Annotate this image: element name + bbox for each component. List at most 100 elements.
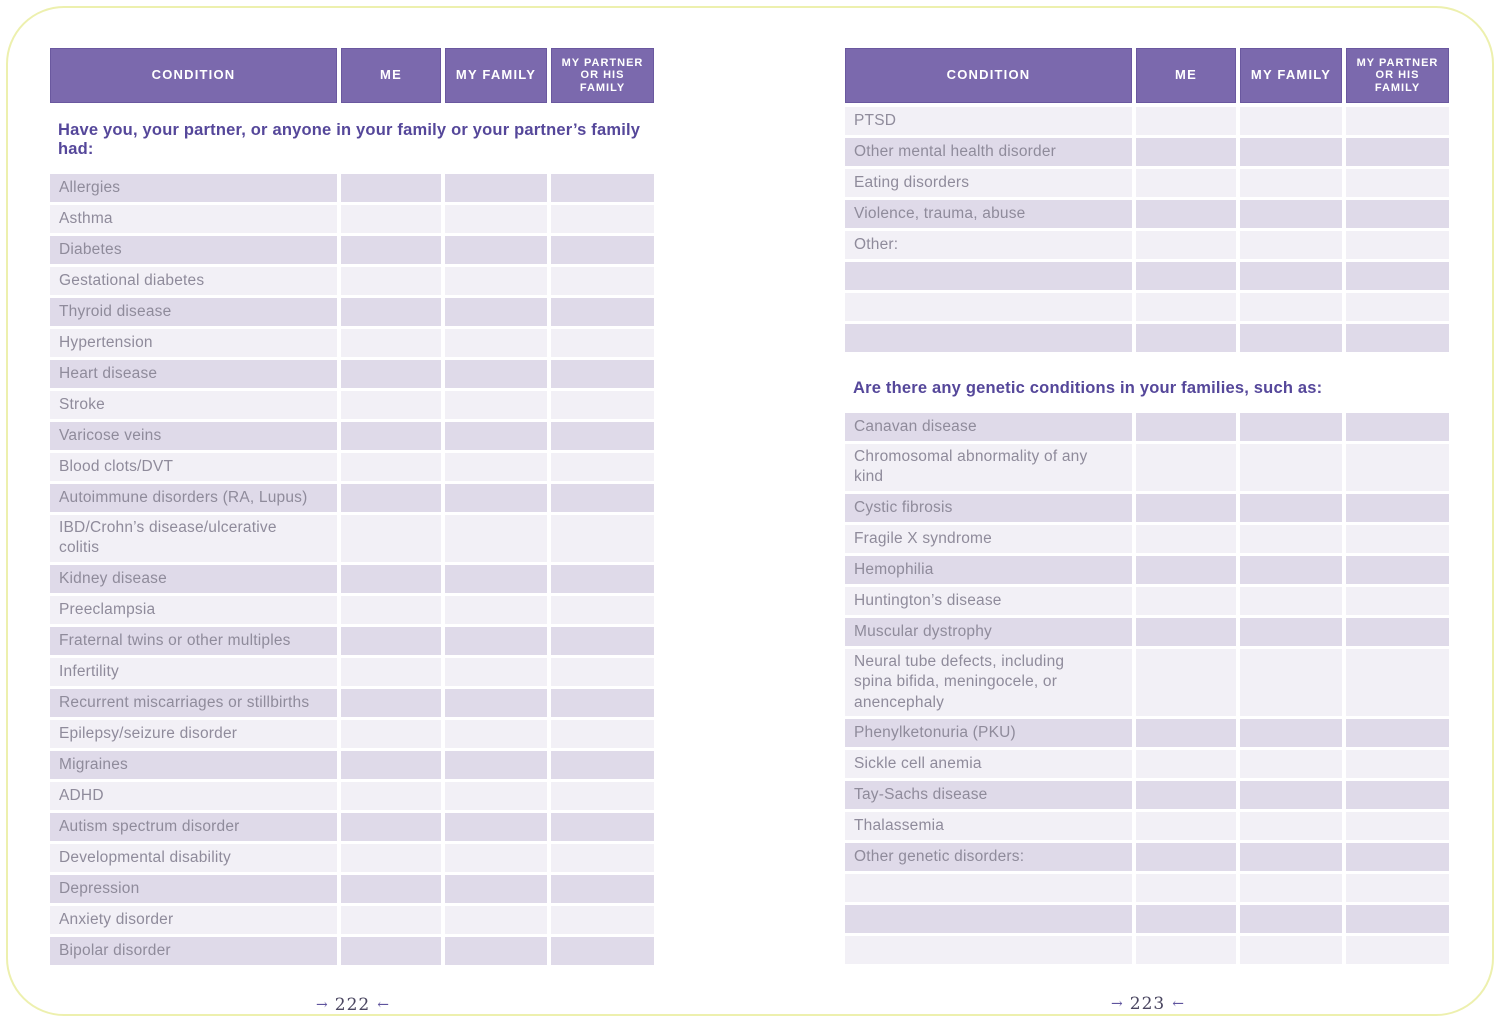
answer-cell bbox=[1346, 812, 1449, 841]
answer-cell bbox=[1346, 719, 1449, 748]
answer-cell bbox=[1240, 586, 1342, 615]
answer-cell bbox=[1240, 169, 1342, 197]
condition-label: Asthma bbox=[50, 205, 337, 233]
answer-cell bbox=[341, 843, 441, 872]
answer-cell bbox=[1346, 874, 1449, 903]
book-page-left: CONDITION ME MY FAMILY MY PARTNER OR HIS… bbox=[50, 48, 655, 1015]
table-row: Hypertension bbox=[50, 329, 655, 357]
condition-label: Preeclampsia bbox=[50, 595, 337, 624]
answer-cell bbox=[445, 812, 547, 841]
answer-cell bbox=[341, 174, 441, 202]
answer-cell bbox=[1240, 231, 1342, 259]
answer-cell bbox=[1240, 617, 1342, 646]
table-row: Hemophilia bbox=[845, 555, 1450, 584]
answer-cell bbox=[551, 267, 654, 295]
table-row: Fraternal twins or other multiples bbox=[50, 626, 655, 655]
answer-cell bbox=[1240, 781, 1342, 810]
table-row: Chromosomal abnormality of any kind bbox=[845, 444, 1450, 491]
answer-cell bbox=[445, 236, 547, 264]
answer-cell bbox=[341, 515, 441, 562]
answer-cell bbox=[341, 595, 441, 624]
arrow-right-icon: → bbox=[1111, 996, 1123, 1013]
answer-cell bbox=[1240, 493, 1342, 522]
answer-cell bbox=[1136, 493, 1236, 522]
table-row: Depression bbox=[50, 874, 655, 903]
table-row: Thalassemia bbox=[845, 812, 1450, 841]
answer-cell bbox=[551, 174, 654, 202]
answer-cell bbox=[445, 564, 547, 593]
condition-label bbox=[845, 293, 1132, 321]
table-row: Infertility bbox=[50, 657, 655, 686]
table-row: Kidney disease bbox=[50, 564, 655, 593]
answer-cell bbox=[341, 484, 441, 512]
arrow-left-icon: ← bbox=[377, 996, 389, 1013]
condition-label: Huntington’s disease bbox=[845, 586, 1132, 615]
answer-cell bbox=[1346, 905, 1449, 934]
answer-cell bbox=[551, 484, 654, 512]
condition-label: Depression bbox=[50, 874, 337, 903]
table-row bbox=[845, 262, 1450, 290]
condition-label: Chromosomal abnormality of any kind bbox=[845, 444, 1132, 491]
answer-cell bbox=[1240, 200, 1342, 228]
table-row bbox=[845, 936, 1450, 965]
condition-label: Fraternal twins or other multiples bbox=[50, 626, 337, 655]
answer-cell bbox=[341, 750, 441, 779]
answer-cell bbox=[445, 688, 547, 717]
answer-cell bbox=[551, 719, 654, 748]
answer-cell bbox=[445, 391, 547, 419]
answer-cell bbox=[1346, 750, 1449, 779]
arrow-right-icon: → bbox=[316, 996, 328, 1013]
answer-cell bbox=[1240, 936, 1342, 965]
answer-cell bbox=[1240, 324, 1342, 352]
answer-cell bbox=[341, 812, 441, 841]
table-row bbox=[845, 874, 1450, 903]
answer-cell bbox=[1346, 413, 1449, 441]
answer-cell bbox=[1136, 413, 1236, 441]
answer-cell bbox=[551, 453, 654, 481]
table-row: Anxiety disorder bbox=[50, 905, 655, 934]
table-row: PTSD bbox=[845, 107, 1450, 135]
question-family-history: Have you, your partner, or anyone in you… bbox=[58, 121, 641, 158]
answer-cell bbox=[445, 595, 547, 624]
answer-cell bbox=[1136, 874, 1236, 903]
answer-cell bbox=[1346, 200, 1449, 228]
answer-cell bbox=[1346, 324, 1449, 352]
condition-label: Varicose veins bbox=[50, 422, 337, 450]
answer-cell bbox=[551, 781, 654, 810]
answer-cell bbox=[551, 422, 654, 450]
answer-cell bbox=[1136, 750, 1236, 779]
page-footer-left: → 222 ← bbox=[50, 995, 655, 1015]
answer-cell bbox=[341, 236, 441, 264]
answer-cell bbox=[445, 484, 547, 512]
answer-cell bbox=[1240, 444, 1342, 491]
answer-cell bbox=[1136, 107, 1236, 135]
condition-label: Diabetes bbox=[50, 236, 337, 264]
answer-cell bbox=[341, 564, 441, 593]
condition-label: IBD/Crohn’s disease/ulcerative colitis bbox=[50, 515, 337, 562]
condition-label: Autoimmune disorders (RA, Lupus) bbox=[50, 484, 337, 512]
condition-label: Blood clots/DVT bbox=[50, 453, 337, 481]
answer-cell bbox=[445, 874, 547, 903]
arrow-left-icon: ← bbox=[1172, 996, 1184, 1013]
answer-cell bbox=[341, 657, 441, 686]
table-row bbox=[845, 324, 1450, 352]
condition-label: Cystic fibrosis bbox=[845, 493, 1132, 522]
condition-label: Heart disease bbox=[50, 360, 337, 388]
answer-cell bbox=[341, 360, 441, 388]
column-header-condition: CONDITION bbox=[50, 48, 337, 103]
condition-label bbox=[845, 936, 1132, 965]
answer-cell bbox=[445, 515, 547, 562]
answer-cell bbox=[551, 360, 654, 388]
answer-cell bbox=[341, 298, 441, 326]
answer-cell bbox=[1346, 843, 1449, 872]
table-row: Cystic fibrosis bbox=[845, 493, 1450, 522]
answer-cell bbox=[1240, 413, 1342, 441]
condition-label: Recurrent miscarriages or stillbirths bbox=[50, 688, 337, 717]
condition-label: Other mental health disorder bbox=[845, 138, 1132, 166]
table-row bbox=[845, 293, 1450, 321]
answer-cell bbox=[551, 391, 654, 419]
answer-cell bbox=[445, 422, 547, 450]
table-row: ADHD bbox=[50, 781, 655, 810]
answer-cell bbox=[445, 360, 547, 388]
answer-cell bbox=[445, 750, 547, 779]
